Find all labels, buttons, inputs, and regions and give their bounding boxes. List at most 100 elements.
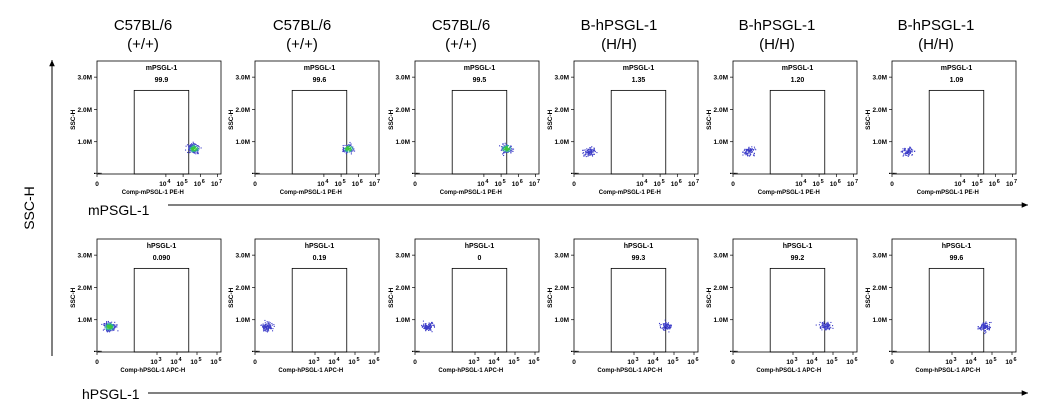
- event-dot: [828, 329, 830, 331]
- event-dot: [589, 151, 591, 153]
- event-dot: [753, 155, 755, 157]
- x-tick-label: 10: [671, 181, 679, 188]
- x-tick-label: 10: [159, 181, 167, 188]
- event-dot: [267, 324, 269, 326]
- event-dot: [425, 322, 427, 325]
- y-tick-label: 1.0M: [555, 317, 569, 324]
- gate-rect: [451, 267, 508, 353]
- event-dot: [273, 325, 275, 327]
- event-dot: [107, 323, 109, 325]
- event-dot: [587, 149, 589, 152]
- event-dot: [593, 148, 595, 150]
- event-dot: [267, 327, 269, 330]
- event-dot: [108, 323, 110, 325]
- y-tick-label: 2.0M: [714, 107, 728, 114]
- event-dot: [190, 146, 192, 148]
- event-dot: [268, 327, 271, 329]
- event-dot: [668, 324, 670, 327]
- event-dot: [352, 150, 354, 152]
- event-dot: [506, 147, 508, 149]
- event-dot: [819, 321, 821, 323]
- event-dot: [902, 148, 904, 150]
- event-dot: [429, 324, 431, 326]
- event-dot: [192, 145, 194, 147]
- event-dot: [350, 143, 352, 145]
- event-dot: [193, 147, 195, 149]
- event-dot: [348, 144, 351, 146]
- event-dot: [505, 146, 507, 149]
- panel-x-label: Comp-hPSGL-1 APC-H: [597, 368, 662, 374]
- event-dot: [755, 149, 757, 151]
- event-dot: [431, 331, 433, 333]
- event-dot: [113, 324, 115, 326]
- gate-percent: 1.35: [632, 77, 646, 84]
- event-dot: [507, 150, 509, 152]
- event-dot: [110, 324, 112, 326]
- column-header-genotype: (+/+): [286, 36, 318, 53]
- x-tick-exponent: 4: [814, 357, 818, 363]
- event-dot: [830, 321, 832, 324]
- event-dot: [502, 149, 504, 151]
- axis-event-dot: [413, 350, 415, 352]
- event-dot: [188, 146, 190, 148]
- event-dot: [905, 151, 907, 153]
- event-dot: [589, 148, 591, 150]
- event-dot: [830, 327, 832, 329]
- event-dot: [192, 150, 194, 152]
- event-dot: [350, 153, 352, 155]
- event-dot: [109, 324, 111, 326]
- event-dot: [985, 331, 987, 333]
- event-dot: [269, 327, 271, 329]
- event-dot: [345, 148, 347, 150]
- event-dot: [112, 328, 114, 330]
- event-dot: [192, 145, 194, 147]
- event-dot: [510, 146, 512, 148]
- event-dot: [983, 331, 985, 333]
- axis-event-dot: [414, 350, 416, 352]
- column-header-strain: B-hPSGL-1: [580, 17, 658, 34]
- event-dot: [192, 141, 194, 143]
- event-dot: [423, 323, 425, 325]
- event-dot: [506, 146, 508, 148]
- event-dot: [984, 327, 986, 329]
- plot-frame: [254, 238, 380, 353]
- x-tick-exponent: 3: [316, 357, 319, 363]
- event-dot: [589, 148, 592, 150]
- event-dot: [658, 322, 661, 324]
- event-dot: [978, 327, 980, 329]
- event-dot: [350, 151, 352, 153]
- axis-event-dot: [733, 350, 735, 352]
- event-dot: [190, 144, 192, 146]
- row-label-mpsgl1: mPSGL-1: [88, 202, 150, 218]
- event-dot: [506, 151, 508, 153]
- event-dot: [188, 147, 190, 149]
- event-dot: [983, 328, 985, 330]
- event-dot: [343, 149, 345, 151]
- event-dot: [827, 325, 829, 327]
- event-dot: [346, 151, 348, 154]
- x-tick-label: 10: [965, 359, 973, 366]
- x-tick-exponent: 5: [993, 357, 996, 363]
- event-dot: [984, 327, 986, 329]
- event-dot: [197, 151, 199, 153]
- event-dot: [586, 150, 588, 152]
- event-dot: [589, 154, 591, 156]
- panel-y-label: SSC-H: [228, 109, 235, 130]
- gate-percent: 0.19: [313, 255, 327, 262]
- event-dot: [189, 146, 191, 148]
- event-dot: [188, 148, 190, 150]
- event-dot: [432, 324, 434, 326]
- event-dot: [108, 323, 110, 325]
- y-tick-label: 3.0M: [236, 253, 250, 260]
- gate-rect: [133, 267, 190, 353]
- event-dot: [904, 148, 906, 150]
- event-dot: [981, 326, 983, 328]
- event-dot: [906, 152, 908, 155]
- x-tick-label: 10: [190, 359, 198, 366]
- x-tick-label: 10: [488, 359, 496, 366]
- y-tick-label: 3.0M: [236, 75, 250, 82]
- event-dot: [265, 327, 267, 329]
- event-dot: [662, 328, 664, 331]
- event-dot: [425, 328, 427, 330]
- event-dot: [431, 321, 433, 323]
